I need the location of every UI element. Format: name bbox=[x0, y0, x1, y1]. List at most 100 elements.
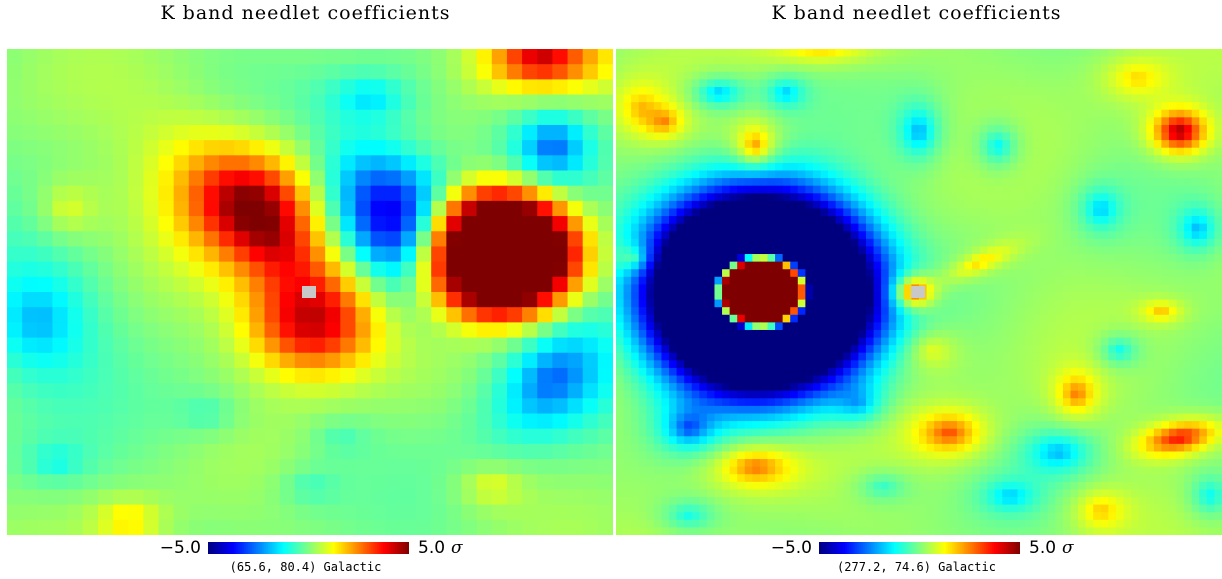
heatmap-cell bbox=[597, 216, 613, 232]
heatmap-cell bbox=[1093, 299, 1102, 308]
heatmap-cell bbox=[722, 276, 731, 285]
heatmap-cell bbox=[805, 117, 814, 126]
heatmap-cell bbox=[812, 223, 822, 232]
heatmap-cell bbox=[729, 238, 738, 248]
heatmap-cell bbox=[1176, 276, 1185, 285]
heatmap-cell bbox=[638, 109, 647, 118]
heatmap-cell bbox=[858, 208, 867, 217]
heatmap-cell bbox=[805, 238, 814, 248]
heatmap-cell bbox=[400, 292, 417, 308]
heatmap-cell bbox=[431, 307, 447, 323]
heatmap-cell bbox=[203, 231, 220, 248]
heatmap-cell bbox=[653, 367, 663, 377]
heatmap-cell bbox=[400, 352, 417, 369]
heatmap-cell bbox=[987, 345, 996, 354]
heatmap-cell bbox=[582, 367, 599, 384]
heatmap-cell bbox=[385, 140, 402, 156]
heatmap-cell bbox=[67, 109, 84, 126]
heatmap-cell bbox=[582, 352, 599, 369]
heatmap-cell bbox=[896, 246, 905, 255]
heatmap-cell bbox=[537, 155, 553, 172]
heatmap-cell bbox=[22, 185, 38, 202]
heatmap-cell bbox=[310, 261, 326, 278]
heatmap-cell bbox=[1002, 367, 1011, 377]
heatmap-cell bbox=[691, 329, 700, 339]
heatmap-cell bbox=[370, 413, 387, 430]
heatmap-cell bbox=[1214, 132, 1222, 141]
heatmap-cell bbox=[203, 337, 220, 354]
heatmap-cell bbox=[775, 292, 784, 301]
colorbar-step bbox=[274, 542, 277, 554]
heatmap-cell bbox=[294, 185, 311, 202]
heatmap-cell bbox=[729, 155, 738, 164]
heatmap-cell bbox=[775, 193, 784, 202]
heatmap-cell bbox=[1002, 383, 1011, 392]
heatmap-cell bbox=[340, 124, 357, 141]
heatmap-cell bbox=[1009, 124, 1019, 134]
heatmap-cell bbox=[370, 489, 387, 506]
heatmap-cell bbox=[461, 322, 478, 339]
heatmap-cell bbox=[52, 519, 69, 535]
heatmap-cell bbox=[1131, 86, 1140, 96]
heatmap-cell bbox=[1199, 269, 1208, 278]
heatmap-cell bbox=[234, 307, 250, 323]
heatmap-cell bbox=[934, 49, 943, 58]
heatmap-cell bbox=[699, 375, 708, 384]
heatmap-cell bbox=[706, 79, 716, 88]
heatmap-cell bbox=[729, 383, 738, 392]
heatmap-cell bbox=[582, 94, 599, 111]
heatmap-cell bbox=[744, 299, 753, 308]
heatmap-cell bbox=[7, 170, 23, 187]
heatmap-cell bbox=[805, 132, 814, 141]
heatmap-cell bbox=[340, 94, 357, 111]
colorbar-step bbox=[276, 542, 279, 554]
heatmap-cell bbox=[1032, 102, 1041, 111]
heatmap-cell bbox=[400, 428, 417, 445]
heatmap-cell bbox=[1108, 269, 1117, 278]
heatmap-cell bbox=[1100, 178, 1109, 187]
heatmap-cell bbox=[173, 443, 190, 460]
heatmap-cell bbox=[82, 398, 99, 415]
heatmap-cell bbox=[979, 345, 988, 354]
heatmap-cell bbox=[340, 261, 357, 278]
heatmap-cell bbox=[979, 147, 988, 156]
heatmap-cell bbox=[752, 64, 761, 73]
heatmap-cell bbox=[684, 64, 693, 73]
heatmap-cell bbox=[828, 307, 837, 316]
heatmap-cell bbox=[1115, 185, 1125, 194]
heatmap-cell bbox=[1002, 261, 1011, 270]
heatmap-cell bbox=[7, 261, 23, 278]
heatmap-cell bbox=[646, 185, 655, 194]
heatmap-cell bbox=[631, 140, 640, 149]
heatmap-cell bbox=[941, 352, 950, 361]
heatmap-cell bbox=[1138, 276, 1147, 285]
heatmap-cell bbox=[1085, 86, 1094, 96]
heatmap-cell bbox=[850, 86, 860, 96]
heatmap-cell bbox=[1032, 208, 1041, 217]
heatmap-cell bbox=[1047, 109, 1056, 118]
heatmap-cell bbox=[355, 307, 372, 323]
heatmap-cell bbox=[188, 170, 205, 187]
heatmap-cell bbox=[67, 459, 84, 475]
heatmap-cell bbox=[805, 208, 814, 217]
heatmap-cell bbox=[1161, 109, 1170, 118]
heatmap-cell bbox=[699, 71, 708, 80]
heatmap-cell bbox=[1146, 140, 1155, 149]
heatmap-cell bbox=[714, 71, 723, 80]
heatmap-cell bbox=[987, 360, 996, 369]
heatmap-cell bbox=[1184, 193, 1193, 202]
heatmap-cell bbox=[676, 193, 685, 202]
heatmap-cell bbox=[476, 428, 493, 445]
heatmap-cell bbox=[843, 360, 852, 369]
heatmap-cell bbox=[812, 292, 822, 301]
heatmap-cell bbox=[684, 367, 693, 377]
heatmap-cell bbox=[979, 102, 988, 111]
heatmap-cell bbox=[1062, 337, 1072, 346]
heatmap-cell bbox=[1191, 367, 1200, 377]
heatmap-cell bbox=[22, 443, 38, 460]
heatmap-cell bbox=[979, 216, 988, 225]
heatmap-cell bbox=[355, 519, 372, 535]
heatmap-cell bbox=[22, 504, 38, 521]
heatmap-cell bbox=[567, 246, 584, 263]
heatmap-cell bbox=[264, 428, 281, 445]
